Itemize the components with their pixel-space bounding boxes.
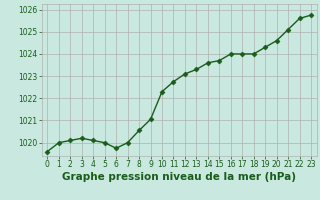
X-axis label: Graphe pression niveau de la mer (hPa): Graphe pression niveau de la mer (hPa): [62, 172, 296, 182]
